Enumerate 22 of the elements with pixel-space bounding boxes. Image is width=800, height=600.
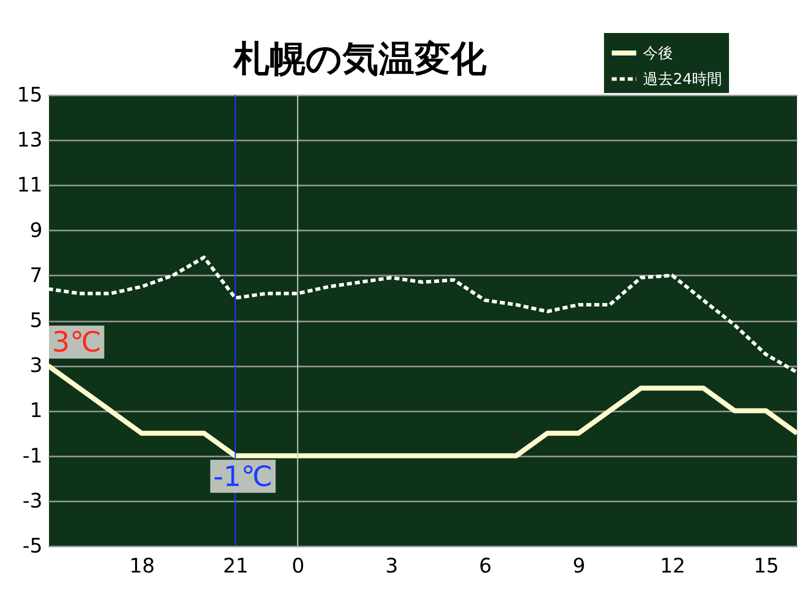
y-tick-label: -5 — [22, 534, 42, 558]
y-tick-label: 5 — [30, 308, 42, 332]
y-tick-label: 7 — [30, 262, 42, 287]
x-tick-label: 3 — [385, 554, 398, 578]
legend-label: 今後 — [643, 44, 673, 62]
x-tick-label: 15 — [754, 554, 780, 578]
y-tick-label: 11 — [17, 172, 42, 197]
y-tick-label: 9 — [30, 218, 42, 242]
x-tick-label: 9 — [572, 554, 586, 578]
x-tick-label: 6 — [479, 554, 492, 578]
y-tick-label: 3 — [30, 353, 42, 378]
y-tick-label: 13 — [17, 128, 42, 152]
y-tick-label: 1 — [30, 398, 42, 422]
chart-title: 札幌の気温変化 — [232, 39, 488, 80]
x-tick-label: 18 — [129, 554, 155, 578]
x-tick-label: 21 — [223, 554, 248, 578]
x-tick-label: 0 — [292, 554, 305, 578]
y-tick-label: -1 — [22, 443, 42, 468]
y-tick-label: 15 — [17, 82, 42, 106]
y-tick-label: -3 — [22, 488, 42, 512]
x-tick-label: 12 — [660, 554, 686, 578]
legend-label: 過去24時間 — [643, 70, 722, 88]
